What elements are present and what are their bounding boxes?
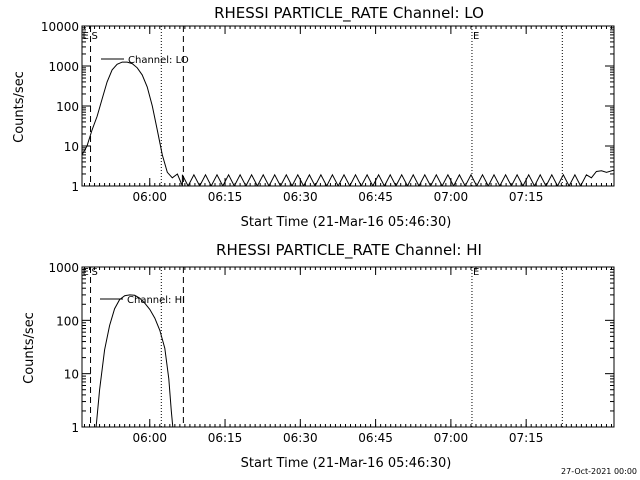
x-tick-label: 06:00 — [132, 190, 167, 204]
x-tick-label: 06:30 — [283, 190, 318, 204]
chart-panel-hi: RHESSI PARTICLE_RATE Channel: HI Counts/… — [22, 241, 615, 471]
y-tick-label: 10 — [64, 140, 79, 154]
chart-panel-lo: RHESSI PARTICLE_RATE Channel: LO Counts/… — [12, 4, 615, 230]
x-tick-label: 07:15 — [509, 431, 544, 445]
x-tick-label: 07:00 — [434, 431, 469, 445]
x-tick-label: 06:00 — [132, 431, 167, 445]
marker-annotation: E — [473, 267, 479, 278]
chart-title: RHESSI PARTICLE_RATE Channel: LO — [214, 4, 484, 23]
y-tick-label: 1 — [71, 180, 79, 194]
x-tick-label: 07:00 — [434, 190, 469, 204]
series-line — [95, 294, 174, 427]
y-tick-label: 10 — [64, 368, 79, 382]
x-axis-label: Start Time (21-Mar-16 05:46:30) — [241, 215, 452, 230]
marker-annotation: S — [92, 267, 98, 278]
marker-annotation: E — [83, 267, 89, 278]
x-tick-label: 06:15 — [208, 431, 243, 445]
marker-annotation: E — [83, 31, 89, 42]
y-tick-label: 100 — [56, 314, 79, 328]
y-tick-label: 1000 — [48, 60, 79, 74]
y-axis-label: Counts/sec — [22, 312, 37, 384]
plot-timestamp: 27-Oct-2021 00:00 — [561, 467, 637, 476]
x-tick-label: 07:15 — [509, 190, 544, 204]
y-tick-label: 100 — [56, 100, 79, 114]
y-axis-label: Counts/sec — [12, 71, 27, 143]
x-tick-label: 06:30 — [283, 431, 318, 445]
y-tick-label: 1 — [71, 421, 79, 435]
x-axis-label: Start Time (21-Mar-16 05:46:30) — [241, 456, 452, 471]
y-tick-label: 10000 — [41, 20, 79, 34]
plot-frame — [81, 266, 615, 428]
marker-annotation: E — [473, 31, 479, 42]
x-tick-label: 06:15 — [208, 190, 243, 204]
x-tick-label: 06:45 — [358, 190, 393, 204]
marker-annotation: S — [92, 31, 98, 42]
x-tick-label: 06:45 — [358, 431, 393, 445]
chart-title: RHESSI PARTICLE_RATE Channel: HI — [216, 241, 482, 260]
y-tick-label: 1000 — [48, 261, 79, 275]
legend-label: Channel: LO — [128, 55, 189, 66]
legend-label: Channel: HI — [127, 295, 185, 306]
series-line — [82, 61, 614, 186]
